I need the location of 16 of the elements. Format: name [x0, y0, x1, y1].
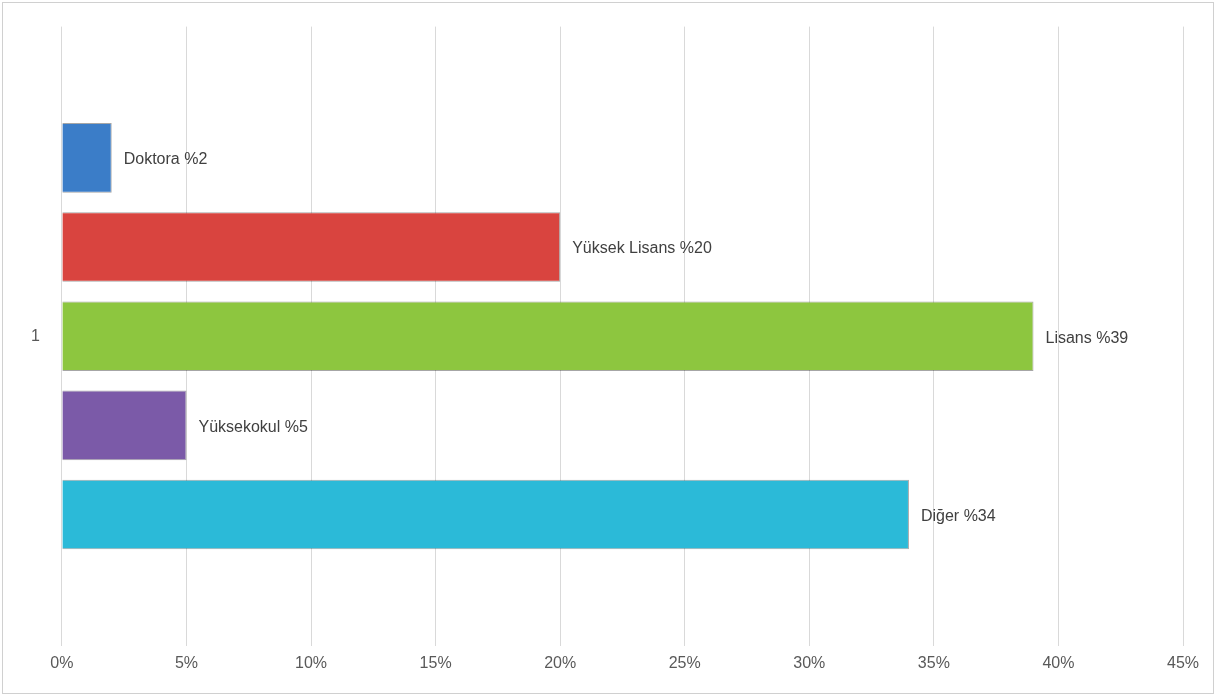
text: Yüksekokul %5: [198, 417, 308, 435]
x-tick-label: 10%: [295, 653, 328, 671]
x-tick-label: 20%: [544, 653, 577, 671]
y-tick-label: 1: [30, 326, 40, 344]
x-tick-label: 35%: [917, 653, 950, 671]
x-tick-label: 40%: [1042, 653, 1075, 671]
x-tick-label: 30%: [793, 653, 826, 671]
x-tick-label: 5%: [174, 653, 199, 671]
text: Doktora %2: [123, 150, 208, 168]
x-tick-label: 25%: [668, 653, 701, 671]
text: Lisans %39: [1045, 328, 1129, 346]
x-tick-label: 15%: [419, 653, 452, 671]
text: Yüksek Lisans %20: [572, 239, 712, 257]
x-tick-label: 0%: [50, 653, 74, 671]
text: Diğer %34: [920, 506, 996, 524]
x-tick-label: 45%: [1166, 653, 1200, 671]
